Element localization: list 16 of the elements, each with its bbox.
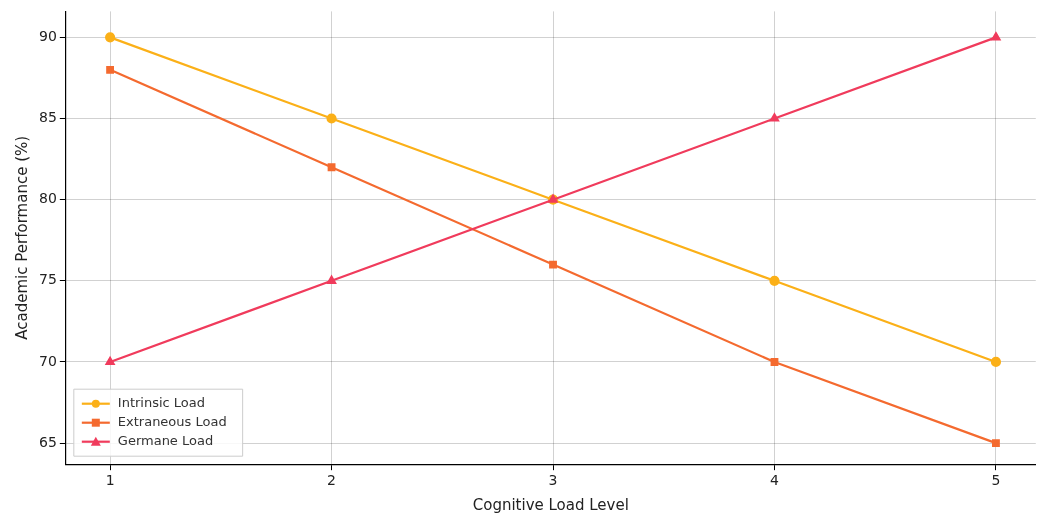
x-tick-label: 2 [327, 472, 337, 489]
legend-label: Germane Load [117, 433, 214, 449]
x-tick-label: 1 [105, 472, 115, 489]
x-tick-label: 4 [770, 472, 780, 489]
x-tick-label: 5 [991, 472, 1001, 489]
y-tick-label: 70 [38, 352, 57, 369]
y-tick-label: 85 [38, 109, 57, 126]
y-tick-label: 75 [38, 271, 57, 288]
y-tick-label: 80 [38, 190, 57, 207]
y-axis-title: Academic Performance (%) [12, 135, 31, 340]
x-axis-title: Cognitive Load Level [472, 495, 629, 514]
y-tick-label: 90 [38, 28, 57, 45]
y-tick-label: 65 [38, 433, 57, 450]
legend-label: Intrinsic Load [117, 395, 206, 411]
x-tick-label: 3 [548, 472, 558, 489]
legend-label: Extraneous Load [117, 414, 227, 430]
